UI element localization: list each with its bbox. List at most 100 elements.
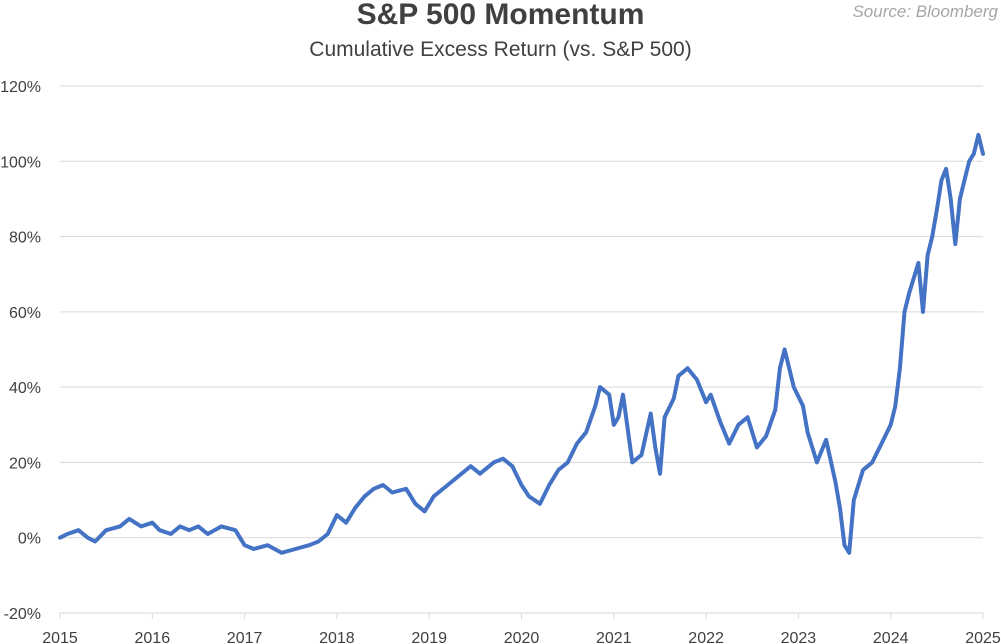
data-point <box>981 152 985 156</box>
data-point <box>93 539 97 544</box>
data-point <box>65 532 69 536</box>
data-point <box>492 460 496 465</box>
data-point <box>893 404 897 408</box>
x-tick-label: 2016 <box>135 630 171 644</box>
x-tick-label: 2015 <box>42 630 78 644</box>
data-point <box>150 521 154 525</box>
x-tick-label: 2020 <box>504 630 540 644</box>
data-point <box>662 415 667 419</box>
data-point <box>879 442 884 446</box>
data-point <box>593 404 597 408</box>
data-point <box>344 521 348 525</box>
data-point <box>686 366 690 370</box>
data-point <box>806 430 810 434</box>
data-point <box>926 253 930 257</box>
data-point <box>621 393 625 397</box>
chart-subtitle: Cumulative Excess Return (vs. S&P 500) <box>309 38 692 61</box>
data-point <box>326 532 330 536</box>
y-tick-label: 20% <box>9 455 41 472</box>
data-point <box>842 543 847 547</box>
x-tick-label: 2024 <box>873 630 909 644</box>
data-point <box>653 445 657 449</box>
data-point <box>921 310 925 314</box>
data-point <box>413 502 417 506</box>
x-axis-tick-labels: 2015 2016 2017 2018 2019 2020 2021 2022 2023 2024… <box>42 613 1001 644</box>
data-point <box>446 483 450 487</box>
data-point <box>556 468 561 472</box>
data-point <box>58 536 62 540</box>
data-point <box>187 528 191 532</box>
data-point <box>252 547 256 551</box>
data-point <box>801 404 805 408</box>
data-point <box>616 415 621 419</box>
data-point <box>501 457 505 461</box>
data-point <box>949 197 953 201</box>
source-note: Source: Bloomberg <box>852 2 998 21</box>
data-point <box>782 347 787 352</box>
data-point <box>972 152 976 156</box>
data-point <box>672 396 676 401</box>
x-tick-label: 2017 <box>227 630 263 644</box>
data-point <box>944 167 948 171</box>
data-point <box>527 494 531 498</box>
y-tick-label: -20% <box>4 606 41 623</box>
gridlines <box>60 85 983 614</box>
series-layer <box>58 132 985 555</box>
data-point <box>566 460 570 465</box>
data-point <box>243 543 247 547</box>
data-point <box>709 393 713 397</box>
y-tick-label: 60% <box>9 305 41 322</box>
data-point <box>372 487 376 491</box>
data-point <box>538 502 542 506</box>
data-point <box>639 453 644 457</box>
data-point <box>519 483 524 487</box>
data-point <box>219 524 224 529</box>
x-tick-label: 2019 <box>411 630 447 644</box>
data-point <box>86 536 90 540</box>
data-point <box>930 234 934 239</box>
data-point <box>478 472 482 476</box>
data-point <box>833 479 837 483</box>
data-point <box>916 261 920 265</box>
data-point <box>381 483 385 487</box>
data-point <box>353 506 357 510</box>
data-point <box>104 528 108 532</box>
data-point <box>510 464 514 468</box>
data-point <box>658 472 662 476</box>
data-point <box>575 442 579 446</box>
series-line-0 <box>58 132 985 555</box>
data-point <box>870 460 874 465</box>
data-point <box>958 197 962 201</box>
data-point <box>778 366 782 370</box>
data-point <box>279 551 284 555</box>
data-point <box>939 178 944 182</box>
data-point <box>362 494 367 498</box>
data-point <box>233 528 237 532</box>
chart-title: S&P 500 Momentum <box>356 0 645 31</box>
y-tick-label: 120% <box>0 79 41 96</box>
data-point <box>676 374 681 378</box>
data-point <box>736 423 741 427</box>
x-tick-label: 2021 <box>596 630 632 644</box>
data-point <box>935 208 939 212</box>
y-tick-label: 100% <box>0 154 41 171</box>
data-point <box>432 494 436 498</box>
y-tick-label: 80% <box>9 230 41 247</box>
data-point <box>335 513 339 517</box>
data-point <box>127 517 131 521</box>
data-point <box>390 490 394 495</box>
x-tick-label: 2018 <box>319 630 355 644</box>
data-point <box>695 378 699 382</box>
data-point <box>746 415 750 419</box>
data-point <box>953 242 957 246</box>
data-point <box>169 532 173 536</box>
data-point <box>293 547 297 551</box>
data-point <box>76 528 81 532</box>
data-point <box>469 464 473 468</box>
data-point <box>792 385 796 389</box>
x-tick-label: 2023 <box>781 630 817 644</box>
data-point <box>907 291 911 295</box>
data-point <box>773 408 777 412</box>
data-point <box>727 442 731 446</box>
